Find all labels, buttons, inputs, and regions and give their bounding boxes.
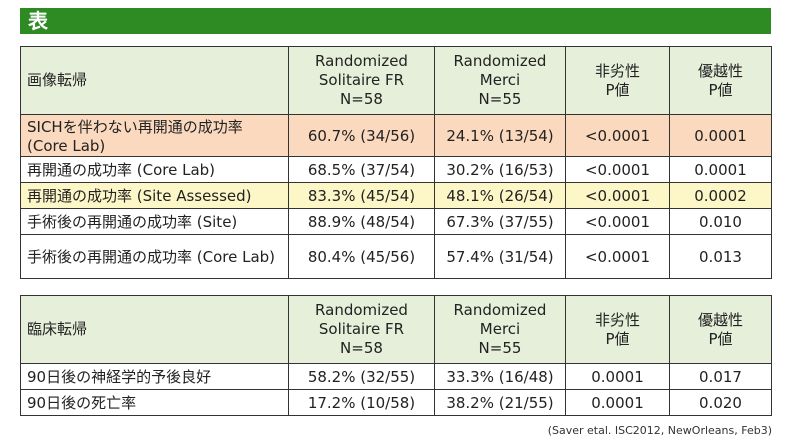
header-line: Randomized (315, 301, 408, 319)
cell-solitaire: 68.5% (37/54) (288, 156, 435, 183)
header-line: N=55 (478, 339, 522, 357)
citation: (Saver etal. ISC2012, NewOrleans, Feb3) (547, 424, 772, 437)
cell-solitaire: 88.9% (48/54) (288, 208, 435, 235)
cell-solitaire: 60.7% (34/56) (288, 114, 435, 157)
header-solitaire: Randomized Solitaire FR N=58 (288, 295, 435, 364)
header-merci: Randomized Merci N=55 (434, 295, 566, 364)
table-row: 90日後の死亡率 17.2% (10/58) 38.2% (21/55) 0.0… (20, 389, 772, 416)
cell-superiority-p: 0.0001 (669, 114, 772, 157)
cell-solitaire: 58.2% (32/55) (288, 363, 435, 390)
header-line: Merci (479, 71, 521, 89)
header-clinical-outcome: 臨床転帰 (20, 295, 289, 364)
row-label: 90日後の神経学的予後良好 (20, 363, 289, 390)
header-superiority-p: 優越性 P値 (669, 295, 772, 364)
table-title: 表 (20, 8, 771, 34)
header-line: P値 (605, 329, 630, 348)
header-line: P値 (708, 329, 733, 348)
header-line: P値 (605, 80, 630, 99)
cell-merci: 24.1% (13/54) (434, 114, 566, 157)
table-row: 手術後の再開通の成功率 (Core Lab) 80.4% (45/56) 57.… (20, 234, 772, 279)
header-line: 非劣性 (594, 61, 640, 80)
row-label: SICHを伴わない再開通の成功率 (Core Lab) (20, 114, 289, 157)
row-label: 再開通の成功率 (Site Assessed) (20, 182, 289, 209)
header-superiority-p: 優越性 P値 (669, 46, 772, 115)
row-label: 手術後の再開通の成功率 (Core Lab) (20, 234, 289, 279)
row-label: 90日後の死亡率 (20, 389, 289, 416)
header-solitaire: Randomized Solitaire FR N=58 (288, 46, 435, 115)
header-line: N=58 (340, 90, 383, 108)
header-noninferiority-p: 非劣性 P値 (565, 295, 670, 364)
cell-noninferiority-p: <0.0001 (565, 156, 670, 183)
cell-merci: 38.2% (21/55) (434, 389, 566, 416)
header-merci: Randomized Merci N=55 (434, 46, 566, 115)
header-line: N=58 (340, 339, 383, 357)
cell-superiority-p: 0.013 (669, 234, 772, 279)
cell-superiority-p: 0.010 (669, 208, 772, 235)
cell-solitaire: 83.3% (45/54) (288, 182, 435, 209)
header-line: Randomized (453, 301, 547, 319)
cell-merci: 57.4% (31/54) (434, 234, 566, 279)
cell-superiority-p: 0.0002 (669, 182, 772, 209)
header-noninferiority-p: 非劣性 P値 (565, 46, 670, 115)
cell-noninferiority-p: 0.0001 (565, 363, 670, 390)
table-row: SICHを伴わない再開通の成功率 (Core Lab) 60.7% (34/56… (20, 114, 772, 157)
cell-noninferiority-p: <0.0001 (565, 208, 670, 235)
header-line: Solitaire FR (318, 71, 405, 89)
header-line: Randomized (453, 52, 547, 70)
header-line: 優越性 (697, 61, 743, 80)
cell-superiority-p: 0.020 (669, 389, 772, 416)
row-label: 手術後の再開通の成功率 (Site) (20, 208, 289, 235)
cell-noninferiority-p: <0.0001 (565, 234, 670, 279)
cell-merci: 30.2% (16/53) (434, 156, 566, 183)
header-line: 非劣性 (594, 310, 640, 329)
cell-noninferiority-p: <0.0001 (565, 182, 670, 209)
table-row: 手術後の再開通の成功率 (Site) 88.9% (48/54) 67.3% (… (20, 208, 772, 235)
clinical-outcomes-table: 臨床転帰 Randomized Solitaire FR N=58 Random… (20, 295, 772, 416)
header-line: 優越性 (697, 310, 743, 329)
table-row: 90日後の神経学的予後良好 58.2% (32/55) 33.3% (16/48… (20, 363, 772, 390)
header-line: Merci (479, 320, 521, 338)
header-line: P値 (708, 80, 733, 99)
table-header-row: 臨床転帰 Randomized Solitaire FR N=58 Random… (20, 295, 772, 364)
header-line: Randomized (315, 52, 408, 70)
header-imaging-outcome: 画像転帰 (20, 46, 289, 115)
row-label: 再開通の成功率 (Core Lab) (20, 156, 289, 183)
cell-superiority-p: 0.017 (669, 363, 772, 390)
table-row: 再開通の成功率 (Site Assessed) 83.3% (45/54) 48… (20, 182, 772, 209)
cell-superiority-p: 0.0001 (669, 156, 772, 183)
header-line: N=55 (478, 90, 522, 108)
table-header-row: 画像転帰 Randomized Solitaire FR N=58 Random… (20, 46, 772, 115)
cell-noninferiority-p: 0.0001 (565, 389, 670, 416)
cell-merci: 48.1% (26/54) (434, 182, 566, 209)
cell-solitaire: 17.2% (10/58) (288, 389, 435, 416)
cell-solitaire: 80.4% (45/56) (288, 234, 435, 279)
cell-merci: 33.3% (16/48) (434, 363, 566, 390)
cell-noninferiority-p: <0.0001 (565, 114, 670, 157)
cell-merci: 67.3% (37/55) (434, 208, 566, 235)
table-row: 再開通の成功率 (Core Lab) 68.5% (37/54) 30.2% (… (20, 156, 772, 183)
imaging-outcomes-table: 画像転帰 Randomized Solitaire FR N=58 Random… (20, 46, 772, 279)
header-line: Solitaire FR (318, 320, 405, 338)
